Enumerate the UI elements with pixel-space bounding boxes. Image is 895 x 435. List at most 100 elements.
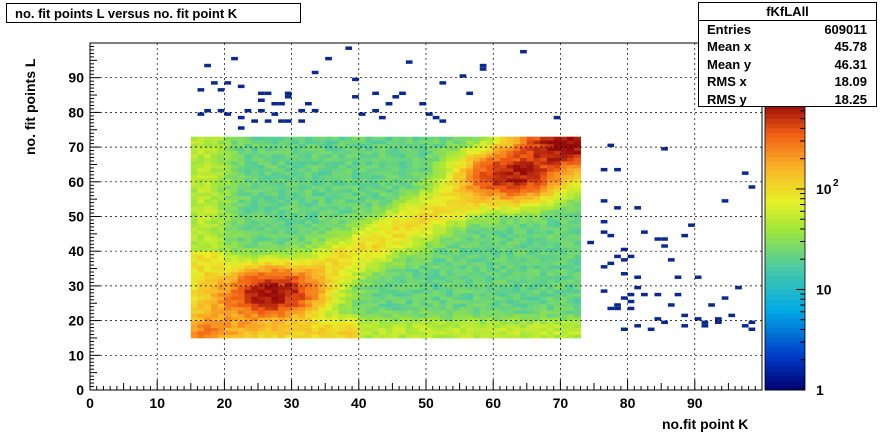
heatmap-cell — [546, 320, 555, 325]
heatmap-cell — [546, 157, 555, 162]
heatmap-cell — [432, 272, 440, 276]
heatmap-cell — [378, 289, 387, 294]
heatmap-cell — [190, 213, 198, 217]
heatmap-cell — [513, 296, 521, 301]
heatmap-cell — [439, 306, 447, 311]
heatmap-cell — [278, 261, 286, 266]
heatmap-cell — [204, 310, 212, 315]
heatmap-cell — [567, 310, 575, 315]
heatmap-cell — [553, 206, 561, 210]
heatmap-cell — [358, 278, 366, 283]
heatmap-cell — [217, 237, 225, 242]
heatmap-cell — [318, 230, 326, 235]
heatmap-cell — [419, 247, 427, 252]
heatmap-cell — [210, 154, 219, 158]
palette-segment — [765, 261, 805, 267]
heatmap-cell — [573, 199, 581, 204]
heatmap-cell — [399, 216, 407, 221]
heatmap-cell — [210, 324, 219, 328]
heatmap-cell — [560, 320, 568, 325]
heatmap-cell — [506, 164, 514, 169]
heatmap-cell — [459, 247, 467, 252]
heatmap-cell — [311, 209, 319, 214]
heatmap-cell — [426, 320, 434, 325]
heatmap-cell — [560, 275, 568, 280]
heatmap-cell — [325, 140, 333, 145]
palette-segment — [765, 113, 805, 119]
heatmap-cell — [305, 285, 313, 290]
heatmap-cell — [311, 237, 319, 242]
heatmap-cell — [284, 282, 292, 287]
heatmap-cell — [486, 324, 494, 328]
heatmap-cell — [217, 292, 225, 297]
heatmap-cell — [318, 164, 326, 169]
heatmap-cell — [493, 178, 501, 183]
heatmap-cell — [224, 171, 232, 176]
heatmap-cell — [520, 296, 528, 301]
heatmap-cell — [419, 233, 427, 238]
heatmap-cell — [291, 327, 299, 332]
heatmap-cell — [486, 317, 494, 321]
heatmap-cell — [271, 150, 279, 155]
sparse-point — [741, 171, 749, 175]
heatmap-cell — [486, 181, 494, 186]
heatmap-cell — [553, 268, 561, 273]
heatmap-cell — [291, 230, 299, 235]
heatmap-cell — [224, 237, 232, 242]
heatmap-cell — [271, 299, 279, 304]
heatmap-cell — [466, 167, 474, 172]
heatmap-cell — [298, 292, 306, 297]
heatmap-cell — [190, 223, 198, 228]
heatmap-cell — [526, 251, 534, 256]
heatmap-cell — [197, 317, 205, 321]
heatmap-cell — [399, 202, 407, 207]
heatmap-cell — [405, 226, 413, 231]
heatmap-cell — [533, 171, 541, 176]
heatmap-cell — [278, 289, 286, 294]
heatmap-cell — [258, 223, 266, 228]
heatmap-cell — [385, 306, 393, 311]
heatmap-cell — [204, 230, 212, 235]
palette-segment — [765, 308, 805, 315]
heatmap-cell — [506, 258, 514, 263]
heatmap-cell — [204, 285, 212, 290]
heatmap-cell — [405, 254, 413, 259]
heatmap-cell — [197, 160, 205, 165]
heatmap-cell — [560, 254, 568, 259]
heatmap-cell — [506, 299, 514, 304]
heatmap-cell — [372, 244, 380, 249]
heatmap-cell — [338, 233, 346, 238]
heatmap-cell — [573, 261, 581, 266]
heatmap-cell — [331, 296, 340, 301]
heatmap-cell — [439, 247, 447, 252]
heatmap-cell — [486, 140, 494, 145]
palette-segment — [765, 161, 805, 167]
heatmap-cell — [210, 306, 219, 311]
sparse-point — [661, 244, 668, 248]
heatmap-cell — [264, 254, 272, 259]
heatmap-cell — [311, 154, 319, 158]
heatmap-cell — [546, 247, 555, 252]
heatmap-cell — [244, 278, 252, 283]
heatmap-cell — [372, 160, 380, 165]
heatmap-cell — [466, 240, 474, 245]
heatmap-cell — [567, 268, 575, 273]
heatmap-cell — [298, 195, 306, 200]
heatmap-cell — [352, 230, 360, 235]
heatmap-cell — [412, 136, 420, 141]
heatmap-cell — [385, 219, 393, 224]
heatmap-cell — [298, 202, 306, 207]
heatmap-cell — [419, 143, 427, 148]
heatmap-cell — [412, 226, 420, 231]
heatmap-cell — [264, 202, 272, 207]
heatmap-cell — [217, 244, 225, 249]
heatmap-cell — [352, 299, 360, 304]
heatmap-cell — [540, 313, 548, 318]
heatmap-cell — [378, 185, 387, 190]
heatmap-cell — [217, 282, 225, 287]
heatmap-cell — [473, 174, 481, 179]
heatmap-cell — [352, 178, 360, 183]
heatmap-cell — [271, 244, 279, 249]
heatmap-cell — [284, 240, 292, 245]
heatmap-cell — [392, 164, 400, 169]
